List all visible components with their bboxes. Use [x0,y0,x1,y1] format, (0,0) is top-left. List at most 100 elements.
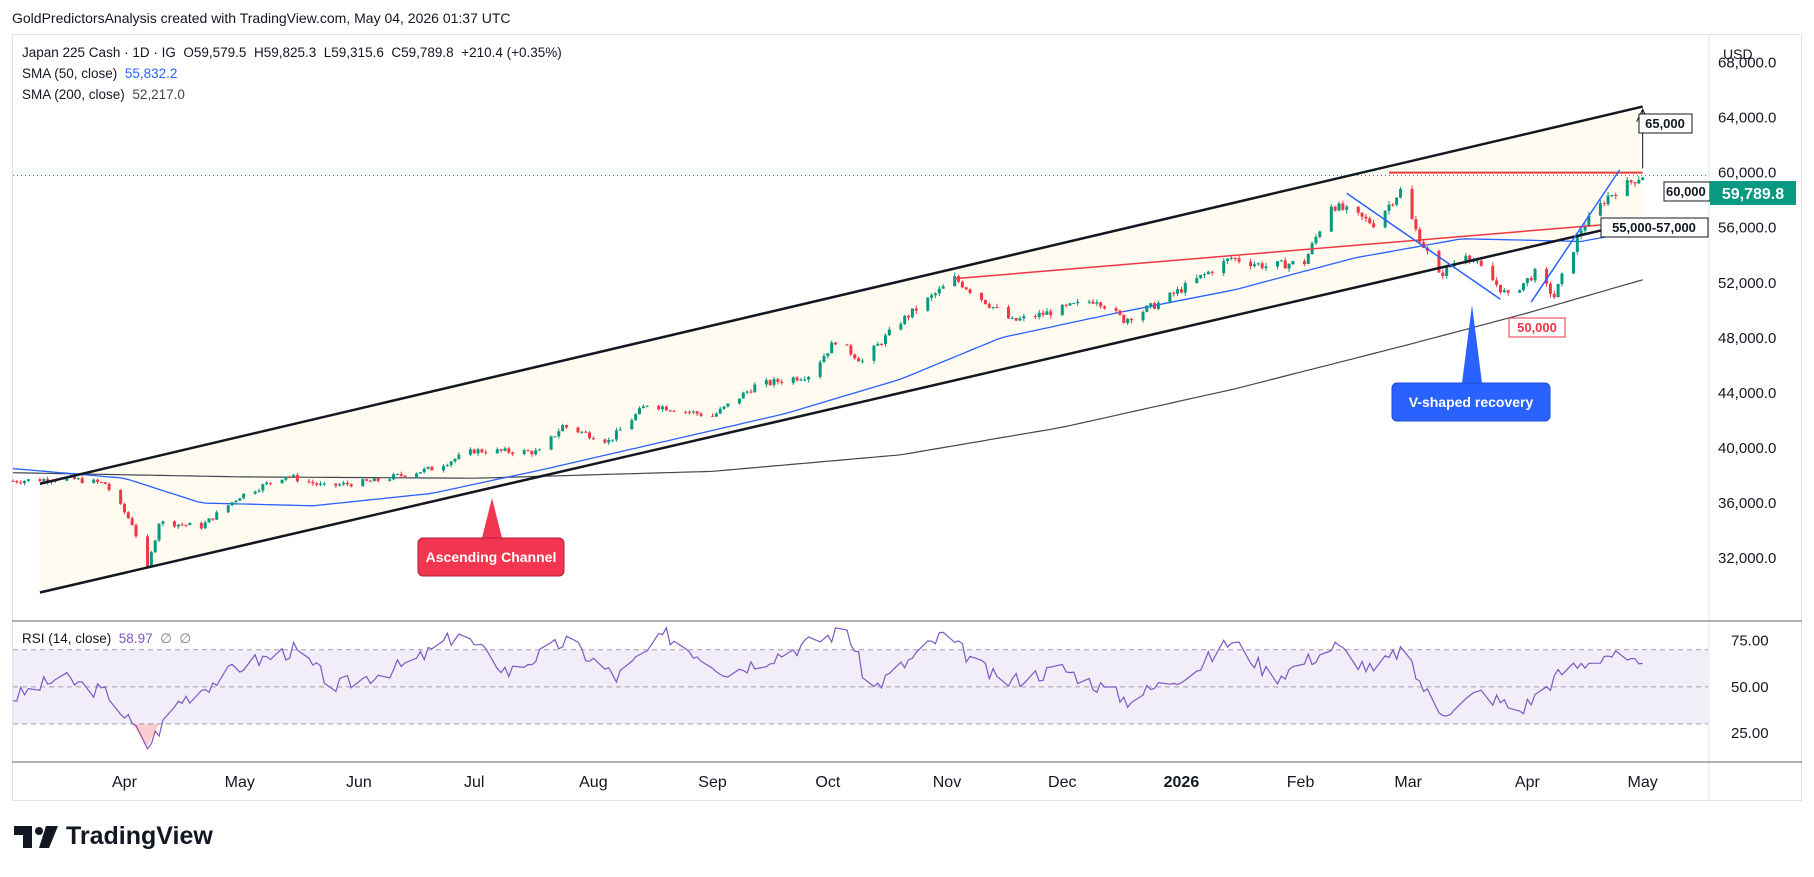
last-price-tag[interactable]: 59,789.8 [1710,181,1796,205]
candle-body [630,420,634,430]
candle-body [1118,310,1122,315]
channel-upper-line[interactable] [39,105,1643,485]
candle-body [1387,204,1391,211]
candle-body [1579,230,1583,237]
candle-body [1491,265,1495,281]
candle-body [1010,317,1014,319]
candle-body [1610,194,1614,196]
candle-body [991,306,995,308]
candle-body [292,475,296,477]
candle-body [887,329,891,336]
candle-body [226,505,230,513]
level-55-57-tag[interactable]: 55,000-57,000 [1600,217,1709,238]
candle-body [1279,260,1283,262]
high-value: 59,825.3 [263,45,317,60]
v-recovery-label: V-shaped recovery [1409,394,1534,410]
sma50-path [12,229,1643,507]
currency-label[interactable]: USD [1723,46,1753,62]
candle-body [126,512,130,519]
sma50-legend[interactable]: SMA (50, close) 55,832.2 [22,66,177,81]
candle-body [161,521,165,524]
level-50000-box [1508,317,1566,338]
candle-body [1033,316,1037,318]
candle-body [557,431,561,437]
candle-body [253,491,257,494]
candle-body [468,449,472,455]
candle-body [741,392,745,399]
candle-body [372,478,376,482]
candle-body [1091,301,1095,304]
y-tick-label: 44,000.0 [1718,385,1776,402]
candle-body [611,439,615,441]
candle-body [1256,263,1260,265]
candle-body [261,484,265,491]
candle-body [1283,260,1287,269]
candle-body [753,384,757,393]
sma200-legend[interactable]: SMA (200, close) 52,217.0 [22,87,185,102]
candle-body [122,503,126,513]
level-50000-tag[interactable]: 50,000 [1508,317,1566,338]
candle-body [749,391,753,393]
candle-body [365,479,369,481]
candle-body [153,540,157,553]
candle-body [1122,314,1126,323]
candle-body [1641,177,1645,181]
ohlc-legend[interactable]: Japan 225 Cash · 1D · IG O59,579.5 H59,8… [22,45,562,60]
symbol-label: Japan 225 Cash · 1D · IG [22,45,176,60]
candle-body [1114,308,1118,311]
candle-body [1099,302,1103,307]
candle-body [903,315,907,324]
candle-body [1333,206,1337,211]
candle-body [215,512,219,520]
candle-body [1495,280,1499,285]
v-recovery-left-line[interactable] [1346,192,1501,300]
channel-lower-line[interactable] [39,219,1643,594]
candle-body [1475,260,1479,262]
ascending-channel-box [417,537,565,577]
ascending-channel-callout[interactable]: Ascending Channel [417,498,565,577]
candle-body [242,493,246,499]
candle-body [207,518,211,523]
candle-body [530,451,534,455]
candle-body [1633,182,1637,184]
candle-body [645,405,649,407]
candle-body [1345,206,1349,210]
candle-body [561,425,565,432]
rsi-legend[interactable]: RSI (14, close) 58.97 ∅ ∅ [22,631,191,647]
high-label: H [253,45,264,60]
x-tick-label: Jun [346,774,372,791]
candle-body [80,478,84,484]
candle-body [345,482,349,485]
candle-body [699,413,703,416]
candle-body [107,484,111,490]
x-tick-label: Feb [1287,774,1315,791]
rsi-tick-label: 75.00 [1731,633,1769,650]
level-55-57-box [1600,217,1709,238]
candle-body [1237,258,1241,262]
red-trend-line[interactable] [954,224,1601,280]
candle-body [72,475,76,480]
y-tick-label: 52,000.0 [1718,275,1776,292]
candle-body [1314,236,1318,244]
change-value: +210.4 (+0.35%) [461,45,562,60]
candle-body [1360,212,1364,217]
candle-body [284,476,288,480]
tradingview-brand[interactable]: TradingView [14,822,213,851]
candle-body [234,500,238,503]
v-recovery-box [1391,382,1551,422]
v-recovery-callout[interactable]: V-shaped recovery [1391,305,1551,422]
candle-body [1153,303,1157,309]
level-65000-label: 65,000 [1645,116,1685,131]
candle-body [664,406,668,411]
candle-body [1141,311,1145,321]
candle-body [580,431,584,433]
level-60000-tag[interactable]: 60,000 [1663,181,1711,202]
level-65000-tag[interactable]: 65,000 [1638,113,1693,134]
candle-body [1064,304,1068,306]
candle-body [1418,229,1422,243]
candle-body [1422,242,1426,248]
chart-frame[interactable] [12,34,1802,801]
v-recovery-right-line[interactable] [1530,169,1621,303]
candle-body [1518,290,1522,293]
